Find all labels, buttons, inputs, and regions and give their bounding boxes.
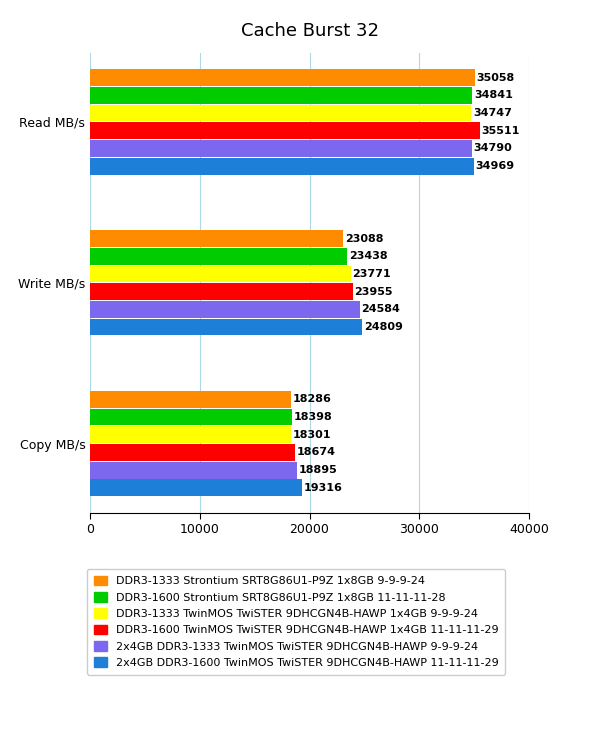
- Bar: [90, 461, 297, 479]
- Text: 18286: 18286: [292, 394, 331, 404]
- Bar: [90, 140, 472, 157]
- Text: 35511: 35511: [481, 126, 520, 136]
- Bar: [90, 105, 471, 121]
- Legend: DDR3-1333 Strontium SRT8G86U1-P9Z 1x8GB 9-9-9-24, DDR3-1600 Strontium SRT8G86U1-: DDR3-1333 Strontium SRT8G86U1-P9Z 1x8GB …: [87, 569, 505, 675]
- Text: 24584: 24584: [361, 305, 400, 314]
- Bar: [90, 69, 475, 86]
- Bar: [90, 301, 360, 317]
- Bar: [90, 284, 353, 300]
- Bar: [90, 265, 351, 282]
- Bar: [90, 391, 291, 408]
- Text: 34841: 34841: [474, 90, 513, 100]
- Bar: [90, 248, 347, 265]
- Text: 34747: 34747: [473, 108, 512, 118]
- Bar: [90, 230, 343, 247]
- Text: 34790: 34790: [474, 143, 512, 154]
- Text: 23088: 23088: [345, 234, 383, 244]
- Bar: [90, 409, 292, 425]
- Bar: [90, 444, 295, 461]
- Text: 35058: 35058: [477, 72, 514, 83]
- Text: 23438: 23438: [349, 251, 388, 261]
- Text: 23771: 23771: [353, 269, 391, 279]
- Bar: [90, 319, 362, 336]
- Text: 34969: 34969: [475, 161, 514, 171]
- Bar: [90, 480, 302, 496]
- Bar: [90, 426, 291, 443]
- Text: 18398: 18398: [294, 412, 332, 422]
- Bar: [90, 122, 480, 139]
- Text: 19316: 19316: [304, 483, 343, 493]
- Text: 18301: 18301: [293, 430, 331, 440]
- Bar: [90, 87, 472, 104]
- Text: 24809: 24809: [364, 322, 403, 332]
- Bar: [90, 158, 474, 175]
- Text: 18674: 18674: [297, 447, 335, 458]
- Text: 23955: 23955: [355, 287, 393, 296]
- Title: Cache Burst 32: Cache Burst 32: [240, 22, 379, 40]
- Text: 18895: 18895: [299, 465, 338, 475]
